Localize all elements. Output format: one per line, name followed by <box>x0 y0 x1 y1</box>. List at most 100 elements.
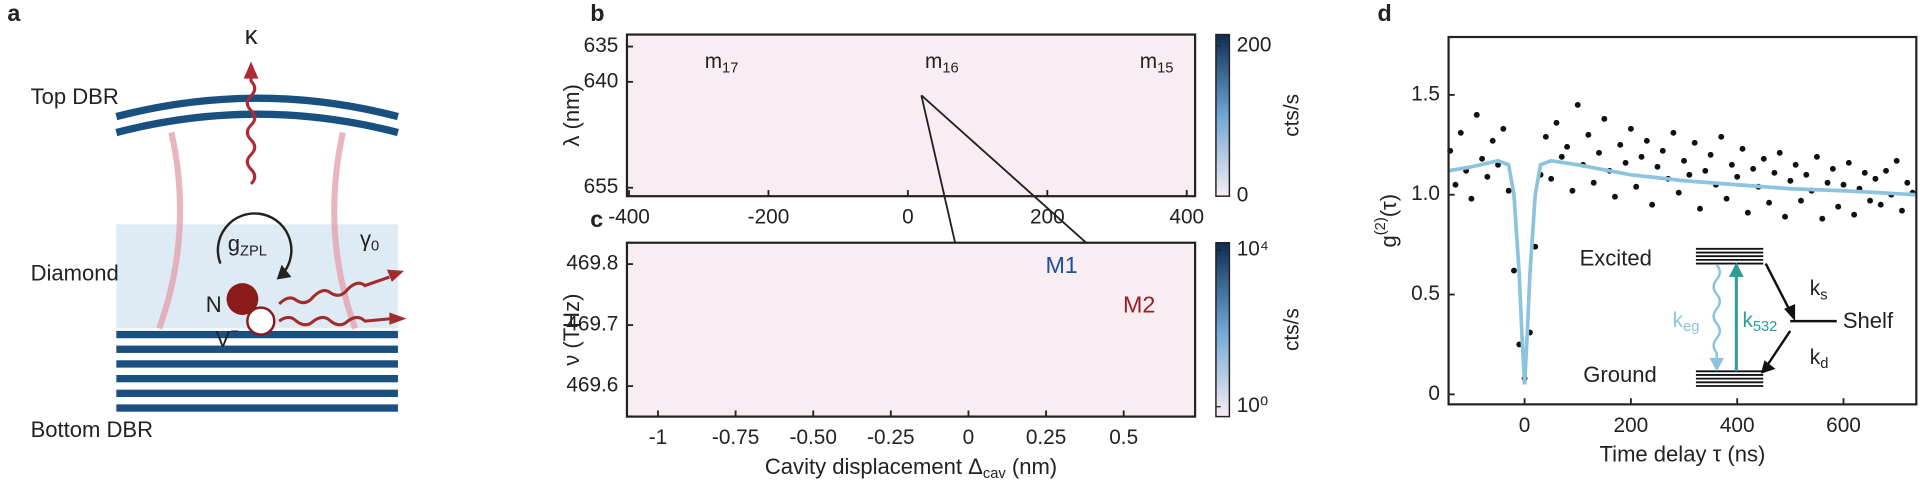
label-sub: 0 <box>371 238 379 254</box>
label-main: γ <box>360 226 371 251</box>
data-point <box>1553 119 1560 126</box>
data-point <box>1787 177 1794 184</box>
y-tick-label: 655 <box>584 175 619 198</box>
y-axis-label: g(2)(τ) <box>1373 194 1401 248</box>
panel-label: d <box>1378 0 1392 26</box>
y-tick-label: 640 <box>584 69 619 92</box>
data-point <box>1899 207 1905 214</box>
data-point <box>1744 209 1751 216</box>
x-tick-label: -0.50 <box>790 426 837 449</box>
data-point <box>1500 125 1507 132</box>
x-tick-label: 200 <box>1614 414 1649 437</box>
vacancy <box>246 306 276 336</box>
data-point <box>1686 171 1693 178</box>
data-point <box>1495 161 1501 168</box>
x-tick-label: 400 <box>1720 414 1755 437</box>
label-sub: eg <box>1683 319 1699 335</box>
x-tick-label: -400 <box>608 206 650 229</box>
data-point <box>1468 195 1475 202</box>
x-tick-label: 0 <box>963 426 975 449</box>
data-point <box>1590 179 1597 186</box>
data-point <box>1739 145 1746 152</box>
coupling-arrow <box>216 212 293 273</box>
label-sub: 17 <box>722 60 738 76</box>
data-point <box>1479 155 1485 162</box>
nitrogen-atom <box>226 283 259 315</box>
y-axis-label: ν (THz) <box>559 294 584 366</box>
x-tick-label: -0.25 <box>867 426 914 449</box>
colorbar-label: cts/s <box>1281 94 1304 137</box>
colorbar-label: cts/s <box>1281 308 1304 351</box>
arrow-head <box>386 269 405 282</box>
emission-arrows <box>278 275 392 327</box>
excited-label: Excited <box>1580 246 1652 271</box>
data-point <box>1813 153 1820 160</box>
x-tick-label: 0.5 <box>1109 426 1138 449</box>
x-tick-label: 400 <box>1169 206 1204 229</box>
schematic: a κ Top DBR Diamond Bottom DBR gZPL N V−… <box>7 0 407 442</box>
x-axis-label: Cavity displacement Δcav (nm) <box>765 454 1057 482</box>
arrow-head <box>276 264 292 280</box>
data-point <box>1649 201 1656 208</box>
excited-levels <box>1695 247 1764 265</box>
label-main: g <box>228 231 240 256</box>
x-tick-label: 600 <box>1826 414 1861 437</box>
data-point <box>1803 171 1810 178</box>
arrow-head <box>1728 262 1744 278</box>
diamond-label: Diamond <box>31 260 119 285</box>
label-main: k <box>1673 309 1684 332</box>
data-point <box>1505 187 1512 194</box>
bottom-dbr-label: Bottom DBR <box>31 417 153 442</box>
data-point <box>1845 159 1852 166</box>
data-point <box>1601 115 1608 122</box>
data-point <box>1723 195 1730 202</box>
label-sub: 15 <box>1157 60 1173 76</box>
data-point <box>1792 161 1799 168</box>
x-tick-label: -200 <box>748 206 790 229</box>
kappa-label: κ <box>245 22 258 50</box>
data-point <box>1457 129 1464 136</box>
mode-label: m17 <box>705 50 739 76</box>
data-point <box>1643 137 1650 144</box>
label-tail: (nm) <box>1006 454 1057 479</box>
rate-label: keg <box>1673 309 1700 335</box>
data-point <box>1771 169 1778 176</box>
data-point <box>1542 133 1549 140</box>
data-point <box>1564 143 1571 150</box>
label-main: k <box>1810 345 1821 368</box>
data-point <box>1484 173 1491 180</box>
label-sub: ZPL <box>240 243 267 259</box>
x-tick-label: -0.75 <box>712 426 759 449</box>
data-point <box>1718 133 1725 140</box>
kappa-arrow <box>245 76 257 186</box>
label-main: m <box>925 50 942 73</box>
data-point <box>1627 125 1634 132</box>
fit-line <box>1448 158 1917 385</box>
label-sub: d <box>1820 356 1828 372</box>
heatmap-background <box>626 242 1196 417</box>
mode-label: m15 <box>1140 50 1174 76</box>
data-point <box>1760 155 1767 162</box>
label-sub: 532 <box>1753 319 1778 335</box>
mode-label: m16 <box>925 50 959 76</box>
y-tick-label: 1.5 <box>1411 82 1440 105</box>
data-point <box>1633 183 1640 190</box>
label-tail: (τ) <box>1376 194 1401 217</box>
gamma-label: γ0 <box>360 226 379 254</box>
rate-label: k532 <box>1742 309 1777 335</box>
y-tick-label: 469.6 <box>566 374 618 397</box>
data-point <box>1883 167 1889 174</box>
y-tick-label: 1.0 <box>1411 182 1440 205</box>
data-point <box>1867 197 1874 204</box>
y-tick-label: 469.8 <box>566 252 618 275</box>
data-point <box>1734 173 1741 180</box>
data-point <box>1691 139 1698 146</box>
y-tick-label: 0.5 <box>1411 282 1440 305</box>
level-scheme: Excited Ground Shelf ks kd keg k532 <box>1580 246 1894 387</box>
data-point <box>1840 181 1847 188</box>
data-point <box>1829 165 1836 172</box>
plot-scatter <box>1447 101 1917 385</box>
colorbar-tick-label: 0 <box>1237 184 1249 207</box>
data-point <box>1851 211 1858 218</box>
plot-frame <box>1447 35 1918 406</box>
